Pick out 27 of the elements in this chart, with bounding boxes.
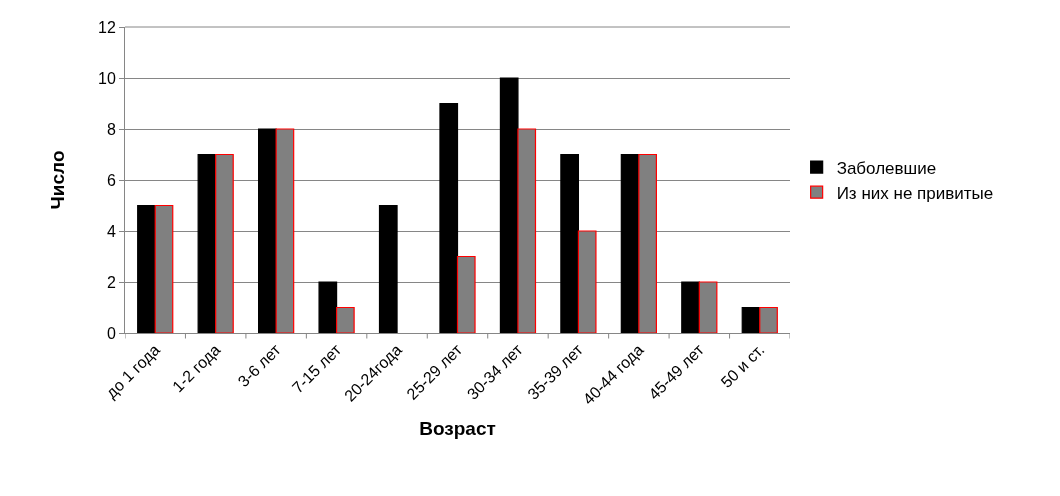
bar bbox=[378, 204, 398, 333]
x-tick-label: 1-2 года bbox=[169, 340, 224, 396]
y-tick-label: 2 bbox=[106, 273, 116, 291]
bar bbox=[197, 153, 217, 333]
bar bbox=[258, 128, 277, 333]
x-tick-label: 7-15 лет bbox=[288, 340, 345, 397]
y-tick-label: 4 bbox=[106, 222, 116, 240]
legend-label: Заболевшие bbox=[836, 158, 937, 178]
y-tick-label: 12 bbox=[98, 18, 116, 36]
bar bbox=[560, 153, 580, 333]
bar bbox=[439, 102, 459, 333]
x-axis-title: Возраст bbox=[419, 417, 496, 439]
legend-label: Из них не привитые bbox=[836, 183, 994, 203]
y-tick-label: 6 bbox=[106, 171, 116, 189]
bar bbox=[318, 281, 338, 333]
bar bbox=[620, 153, 640, 333]
x-tick-label: до 1 года bbox=[102, 340, 164, 402]
bar bbox=[741, 306, 761, 333]
bar bbox=[137, 204, 156, 333]
bar bbox=[499, 77, 519, 333]
x-tick-label: 3-6 лет bbox=[234, 340, 285, 391]
y-axis-title: Число bbox=[46, 150, 68, 210]
y-tick-label: 10 bbox=[98, 69, 116, 87]
bar bbox=[681, 281, 700, 333]
y-tick-label: 8 bbox=[106, 120, 116, 138]
x-tick-label: 50 и ст. bbox=[717, 340, 768, 391]
y-tick-label: 0 bbox=[106, 324, 116, 342]
